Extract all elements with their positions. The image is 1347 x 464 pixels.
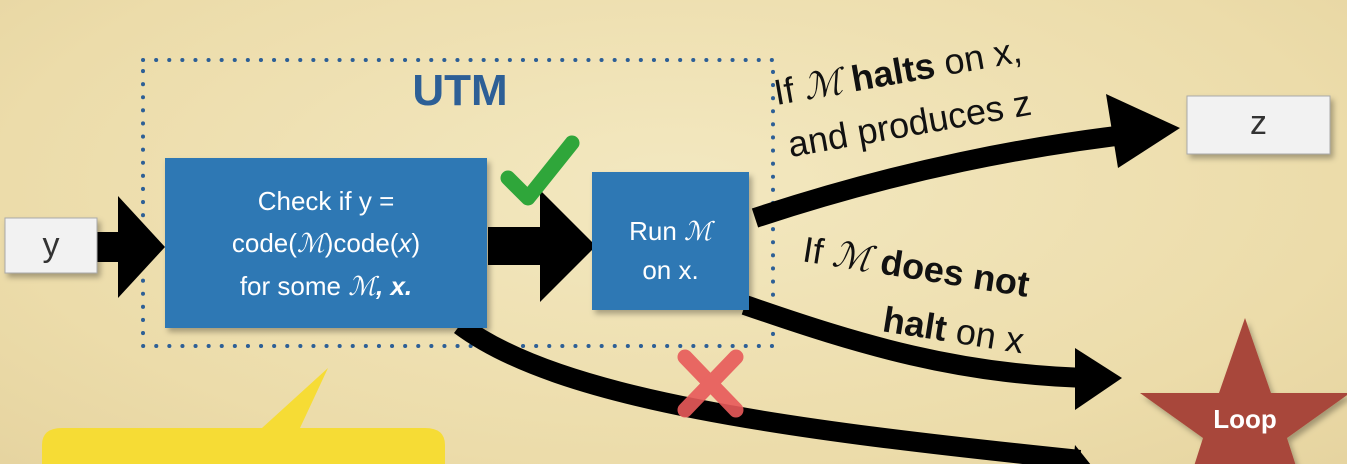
cross-mark-icon [677, 349, 744, 418]
check-to-run-arrowhead [540, 190, 596, 302]
check-line-2-prefix: code( [231, 228, 297, 258]
run-line-2: on x. [642, 255, 699, 285]
check-line-2-mid: )code( [324, 228, 399, 258]
input-y-box [4, 217, 98, 274]
check-line-2-suffix: ) [411, 228, 421, 258]
loop-label: Loop [1213, 404, 1277, 434]
halts-line-1-m: ℳ [800, 61, 846, 109]
halts-arrow-shaft [751, 122, 1152, 228]
check-mark-icon [500, 135, 580, 206]
run-line-1-m: ℳ [684, 217, 712, 247]
run-line-1-prefix: Run [629, 216, 685, 246]
check-line-1: Check if y = [257, 186, 395, 216]
reject-arrow-shaft [454, 316, 1082, 464]
check-line-3-m: ℳ [348, 272, 377, 302]
reject-arrowhead [1073, 445, 1091, 464]
check-line-2-m: ℳ [296, 229, 325, 259]
check-line-2-x: x [398, 228, 412, 258]
nohalt-arrow-shaft [741, 295, 1091, 388]
nohalt-arrowhead [1075, 348, 1122, 410]
run-box-text: Run ℳ on x. [592, 212, 749, 289]
check-line-2: code(ℳ)code(x) [165, 222, 487, 265]
input-arrowhead [118, 196, 165, 298]
check-line-3-prefix: for some [239, 271, 349, 301]
halts-arrowhead [1106, 94, 1180, 168]
input-y-label: y [42, 226, 60, 264]
loop-star-icon [1140, 318, 1347, 464]
nohalt-line-2-bold: halt [880, 298, 950, 350]
check-line-3-suffix: , x. [376, 271, 413, 301]
check-box [165, 158, 487, 328]
run-line-1: Run ℳ [592, 212, 749, 251]
output-z-label: z [1250, 104, 1267, 142]
check-to-run-shaft [488, 227, 546, 265]
utm-title: UTM [412, 66, 508, 115]
run-box [592, 172, 749, 310]
check-line-3: for some ℳ, x. [165, 265, 487, 308]
callout-bubble [42, 368, 445, 464]
output-z-box [1186, 95, 1331, 155]
check-box-text: Check if y = code(ℳ)code(x) for some ℳ, … [165, 180, 487, 308]
nohalt-line-1-m: ℳ [829, 234, 875, 281]
